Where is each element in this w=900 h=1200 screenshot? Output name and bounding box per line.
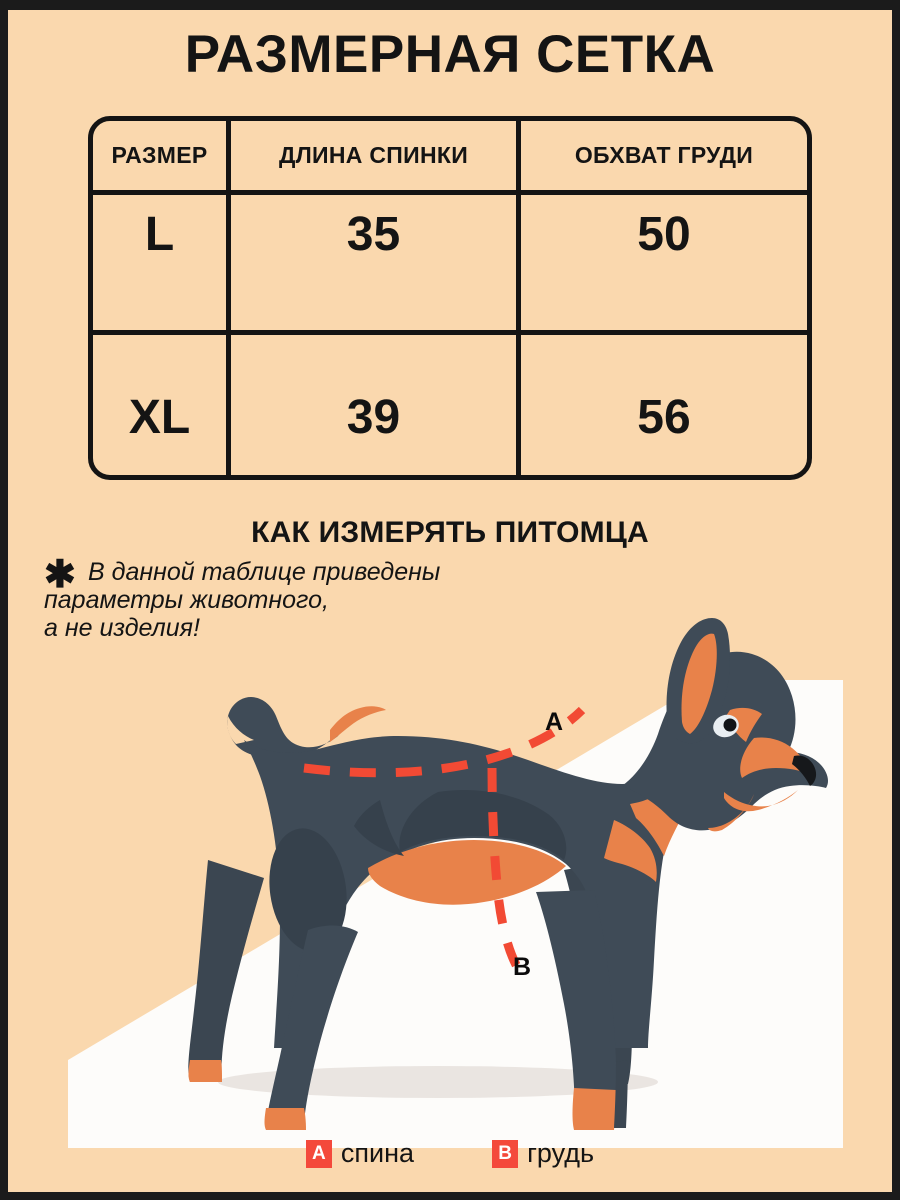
backdrop-peach-right-strip — [843, 660, 892, 1148]
disclaimer-line-2: параметры животного, — [44, 586, 329, 614]
section-heading: КАК ИЗМЕРЯТЬ ПИТОМЦА — [251, 516, 649, 549]
measure-label-a: A — [545, 708, 564, 736]
dog-chest-tan — [604, 820, 657, 882]
asterisk-icon: ✱ — [44, 554, 76, 596]
header-cell-size: РАЗМЕР — [93, 121, 231, 190]
page-title: РАЗМЕРНАЯ СЕТКА — [184, 25, 716, 84]
dog-belly-tan — [368, 840, 566, 905]
legend: A спина B грудь — [0, 1138, 900, 1169]
dog-tail-notch — [227, 716, 254, 744]
dog-underbelly-shade — [354, 800, 404, 856]
dog-hind-leg-far — [188, 860, 264, 1082]
dog-hind-paw-near — [264, 1108, 306, 1130]
dog-cheek-tan — [726, 707, 762, 742]
cell-back-length-xl: 39 — [231, 335, 521, 475]
legend-item-chest: B грудь — [492, 1138, 594, 1169]
frame-border-left — [0, 0, 8, 1200]
dog-front-paw-near — [572, 1088, 616, 1130]
disclaimer-line-1: В данной таблице приведены — [88, 558, 441, 586]
cell-size-xl: XL — [93, 335, 231, 475]
dog-tail-tip-tan — [330, 706, 386, 742]
measure-line-a — [303, 706, 586, 778]
cell-back-length-l: 35 — [231, 195, 521, 330]
table-row: XL 39 56 — [93, 335, 807, 475]
legend-badge-a-icon: A — [305, 1139, 332, 1168]
measure-label-b: B — [513, 953, 532, 981]
header-cell-back-length: ДЛИНА СПИНКИ — [231, 121, 521, 190]
legend-badge-b-icon: B — [492, 1139, 519, 1168]
legend-label-chest: грудь — [527, 1138, 595, 1168]
dog-front-leg-near — [536, 890, 617, 1128]
dog-muzzle-tan — [740, 737, 808, 778]
frame-border-right — [892, 0, 900, 1200]
cell-chest-girth-l: 50 — [637, 208, 691, 261]
dog-body — [244, 736, 684, 1048]
cell-chest-girth-xl: 56 — [637, 390, 691, 444]
table-header-row: РАЗМЕР ДЛИНА СПИНКИ ОБХВАТ ГРУДИ — [93, 121, 807, 195]
dog-ear-inner — [681, 633, 717, 734]
dog-tail — [227, 697, 350, 759]
disclaimer-line-3: а не изделия! — [44, 614, 200, 642]
dog-head-neck — [622, 651, 828, 831]
dog-front-leg-far-lower — [614, 1060, 628, 1128]
ground-shadow — [218, 1066, 658, 1098]
disclaimer-note: ✱ В данной таблице приведены параметры ж… — [44, 554, 604, 642]
dog-chest-shade — [399, 790, 567, 860]
header-cell-chest-girth: ОБХВАТ ГРУДИ — [574, 142, 754, 168]
dog-illustration: A B — [8, 560, 892, 1148]
dog-jaw-tan — [724, 790, 798, 812]
dog-nose — [792, 755, 817, 786]
table-row: L 35 50 — [93, 195, 807, 335]
dog-hind-paw-far — [188, 1060, 222, 1082]
legend-item-back: A спина — [305, 1138, 415, 1169]
dog-flank-shade — [269, 828, 347, 952]
frame-border-bottom — [0, 1192, 900, 1200]
size-table: РАЗМЕР ДЛИНА СПИНКИ ОБХВАТ ГРУДИ L 35 50… — [88, 116, 812, 480]
dog-eye-pupil — [723, 718, 737, 732]
backdrop-peach-upper — [8, 560, 892, 1148]
disclaimer-text: В данной таблице приведены параметры жив… — [44, 558, 604, 642]
dog-hind-leg-near — [266, 925, 358, 1128]
frame-border-top — [0, 0, 900, 10]
cell-size-l: L — [93, 195, 231, 330]
backdrop-peach-left-strip — [8, 960, 68, 1148]
legend-label-back: спина — [340, 1138, 415, 1168]
measure-line-b — [487, 767, 524, 975]
